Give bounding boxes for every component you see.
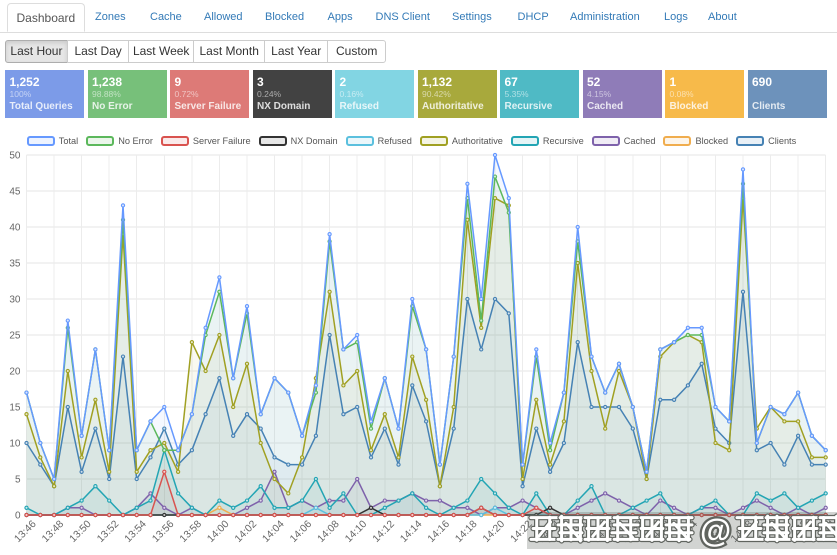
svg-text:13:46: 13:46 xyxy=(13,519,39,545)
svg-text:10: 10 xyxy=(9,439,21,450)
svg-text:14:14: 14:14 xyxy=(398,519,424,545)
svg-text:14:20: 14:20 xyxy=(481,519,507,545)
svg-text:14:12: 14:12 xyxy=(371,519,397,545)
svg-text:@: @ xyxy=(700,513,731,549)
svg-text:14:06: 14:06 xyxy=(288,519,314,545)
svg-text:13:48: 13:48 xyxy=(40,519,66,545)
svg-text:13:56: 13:56 xyxy=(150,519,176,545)
svg-text:45: 45 xyxy=(9,187,21,198)
svg-text:13:58: 13:58 xyxy=(178,519,204,545)
svg-text:20: 20 xyxy=(9,367,21,378)
svg-text:14:18: 14:18 xyxy=(454,519,480,545)
svg-text:13:54: 13:54 xyxy=(123,519,149,545)
svg-text:30: 30 xyxy=(9,295,21,306)
svg-text:25: 25 xyxy=(9,331,21,342)
svg-text:14:16: 14:16 xyxy=(426,519,452,545)
svg-text:14:04: 14:04 xyxy=(261,519,287,545)
svg-text:13:52: 13:52 xyxy=(95,519,121,545)
svg-text:14:08: 14:08 xyxy=(316,519,342,545)
svg-text:35: 35 xyxy=(9,259,21,270)
svg-text:13:50: 13:50 xyxy=(68,519,94,545)
svg-text:14:00: 14:00 xyxy=(206,519,232,545)
svg-text:0: 0 xyxy=(15,511,21,522)
svg-text:14:02: 14:02 xyxy=(233,519,259,545)
svg-text:@: @ xyxy=(700,513,731,549)
svg-text:40: 40 xyxy=(9,223,21,234)
svg-text:15: 15 xyxy=(9,403,21,414)
svg-text:5: 5 xyxy=(15,475,21,486)
svg-text:14:10: 14:10 xyxy=(343,519,369,545)
svg-text:50: 50 xyxy=(9,151,21,162)
